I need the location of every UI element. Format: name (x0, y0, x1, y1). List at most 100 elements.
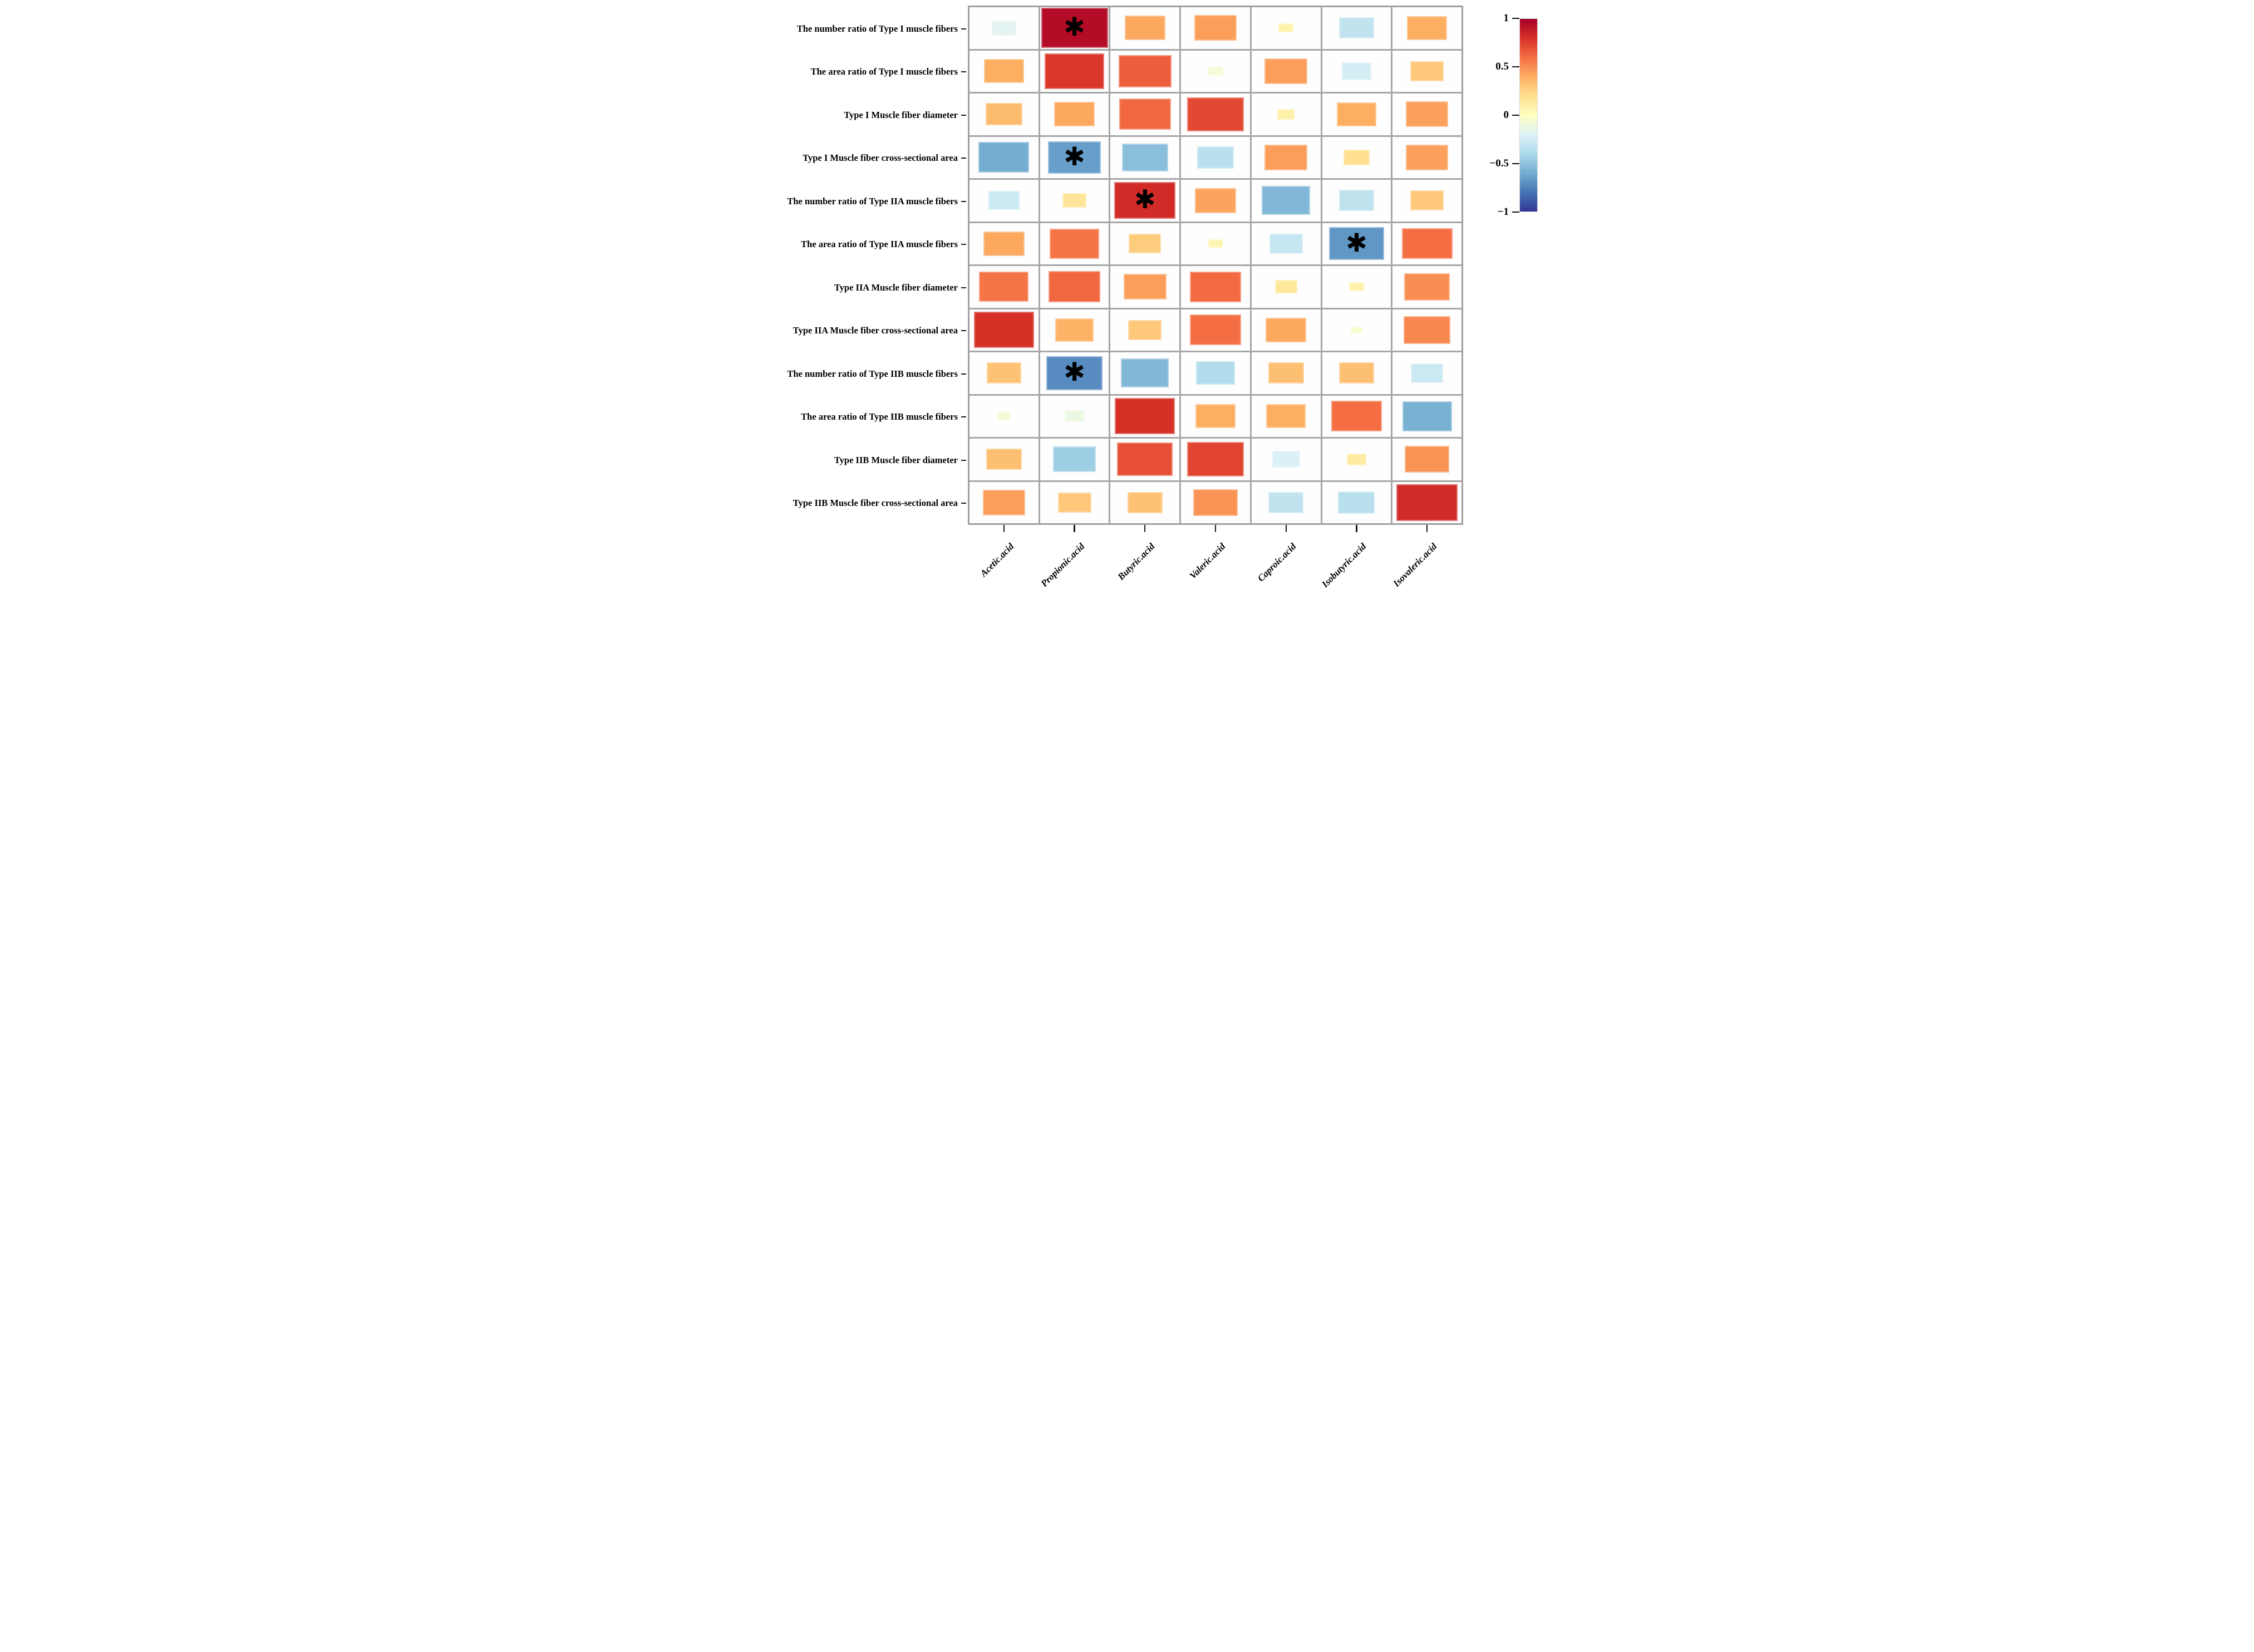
heatmap-cell (1110, 7, 1180, 49)
correlation-square (1349, 282, 1364, 292)
correlation-square (1187, 97, 1244, 131)
correlation-square (1197, 146, 1234, 169)
correlation-square (1124, 16, 1166, 41)
heatmap-cell (1181, 352, 1250, 394)
row-label: Type IIB Muscle fiber diameter (834, 454, 958, 465)
heatmap-cell (1040, 481, 1109, 523)
correlation-square (997, 412, 1011, 421)
heatmap-cell (969, 223, 1039, 264)
heatmap-cell (1322, 180, 1391, 222)
correlation-square (1045, 53, 1104, 89)
heatmap-cell (1040, 223, 1109, 264)
heatmap-cell (1040, 180, 1109, 222)
column-tick (1074, 525, 1075, 532)
heatmap-cell (1040, 395, 1109, 437)
heatmap-cell: ✱ (1322, 223, 1391, 264)
correlation-square (1194, 188, 1237, 213)
heatmap-cell (1251, 136, 1321, 178)
correlation-square (988, 191, 1020, 210)
correlation-square (1338, 190, 1375, 212)
correlation-square (1341, 62, 1372, 80)
heatmap-cell (1040, 309, 1109, 351)
heatmap-cell (1392, 136, 1461, 178)
correlation-square (1266, 404, 1306, 429)
heatmap-cell (969, 309, 1039, 351)
heatmap-cell (1181, 481, 1250, 523)
row-label: Type I Muscle fiber cross-sectional area (803, 153, 958, 164)
heatmap-cell (1251, 309, 1321, 351)
heatmap-cell (1392, 50, 1461, 92)
column-tick (1144, 525, 1146, 532)
heatmap-cell (1040, 266, 1109, 308)
heatmap-cell (1110, 266, 1180, 308)
correlation-square (982, 489, 1026, 515)
significance-asterisk: ✱ (1064, 357, 1085, 387)
correlation-square (1396, 484, 1458, 521)
correlation-square (1190, 271, 1241, 302)
correlation-square (1047, 141, 1101, 174)
heatmap-cell (1392, 180, 1461, 222)
heatmap-cell (1251, 7, 1321, 49)
row-label: Type IIB Muscle fiber cross-sectional ar… (793, 498, 958, 509)
correlation-square (1269, 233, 1303, 254)
row-label: The area ratio of Type IIB muscle fibers (801, 411, 958, 422)
correlation-square (1055, 318, 1094, 342)
correlation-square (1331, 401, 1382, 432)
correlation-square (1411, 363, 1443, 383)
heatmap-cell (969, 395, 1039, 437)
heatmap-cell (1040, 94, 1109, 135)
heatmap-cell (969, 439, 1039, 480)
correlation-square (1265, 317, 1307, 342)
correlation-square (1119, 99, 1171, 130)
heatmap-cell (1040, 439, 1109, 480)
correlation-square (1410, 190, 1444, 211)
heatmap-cell (1251, 50, 1321, 92)
heatmap-cell (1110, 50, 1180, 92)
correlation-square (1053, 446, 1096, 473)
row-tick (961, 158, 966, 159)
correlation-square (1193, 489, 1238, 516)
correlation-square (1401, 228, 1453, 259)
heatmap-cell (1040, 50, 1109, 92)
heatmap-cell (1181, 266, 1250, 308)
correlation-square (978, 142, 1030, 173)
correlation-square (1117, 442, 1173, 476)
row-label: Type I Muscle fiber diameter (844, 109, 958, 120)
colorbar-tick-label: 0 (1503, 109, 1509, 121)
column-tick (1356, 525, 1357, 532)
correlation-square (1336, 102, 1377, 126)
heatmap-cell (1392, 395, 1461, 437)
heatmap-cell (1181, 395, 1250, 437)
heatmap-cell (1181, 439, 1250, 480)
correlation-square (1329, 227, 1384, 260)
correlation-square (1268, 491, 1303, 513)
heatmap-cell (1110, 309, 1180, 351)
correlation-square (1062, 193, 1086, 208)
heatmap-cell (969, 7, 1039, 49)
heatmap-cell (1392, 352, 1461, 394)
correlation-square (1129, 234, 1162, 254)
correlation-square (1115, 398, 1175, 435)
correlation-square (1406, 144, 1448, 170)
column-tick (1214, 525, 1217, 532)
correlation-square (1194, 15, 1237, 41)
correlation-square (1262, 186, 1310, 215)
heatmap-cell (1392, 94, 1461, 135)
heatmap-cell (1322, 266, 1391, 308)
significance-asterisk: ✱ (1064, 141, 1085, 171)
correlation-square (991, 20, 1016, 36)
heatmap-cell (1181, 50, 1250, 92)
heatmap-cell (1251, 439, 1321, 480)
correlation-square (1208, 239, 1223, 248)
heatmap-cell: ✱ (1040, 352, 1109, 394)
row-label: Type IIA Muscle fiber diameter (834, 282, 958, 293)
correlation-square (1057, 492, 1091, 513)
correlation-square (1208, 66, 1223, 76)
heatmap-cell (1110, 352, 1180, 394)
correlation-square (973, 312, 1034, 348)
correlation-square (1041, 8, 1108, 48)
heatmap-cell (969, 180, 1039, 222)
row-tick (961, 200, 966, 202)
correlation-square (985, 103, 1022, 126)
colorbar-tick-label: 1 (1503, 12, 1509, 24)
